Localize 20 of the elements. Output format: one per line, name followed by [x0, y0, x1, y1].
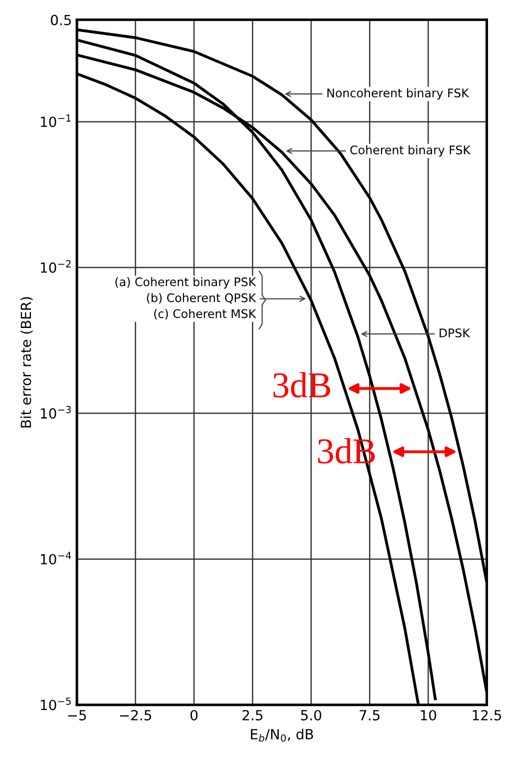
y-tick-label: 10$^{−1}$ — [40, 114, 71, 128]
annotation: Noncoherent binary FSK — [327, 88, 470, 100]
annotation: DPSK — [440, 328, 470, 338]
y-tick-label: 10$^{−4}$ — [40, 552, 72, 564]
x-tick-label: 12.5 — [472, 710, 502, 720]
x-tick-label: 5.0 — [301, 710, 322, 720]
x-tick-label: −5 — [68, 710, 86, 720]
x-tick-label: 2.5 — [242, 710, 262, 720]
annotation: Coherent binary FSK — [350, 145, 471, 157]
x-tick-label: −2.5 — [120, 710, 152, 720]
y-axis-title: Bit error rate (BER) — [20, 297, 33, 428]
y-tick-label: 10$^{−5}$ — [40, 698, 71, 710]
x-tick-label: 0 — [190, 710, 198, 720]
y-tick-label: 10$^{−2}$ — [40, 260, 71, 273]
y-tick-label: 10$^{−3}$ — [40, 406, 71, 419]
x-tick-label: 7.5 — [360, 710, 380, 720]
y-tick-label: 0.5 — [50, 14, 71, 26]
x-axis-title: E$_{b}$/N$_{0}$, dB — [250, 728, 314, 742]
annotation: (a) Coherent binary PSK (b) Coherent QPSK (c) Coherent MSK — [115, 277, 256, 320]
x-tick-label: 10 — [420, 710, 436, 720]
